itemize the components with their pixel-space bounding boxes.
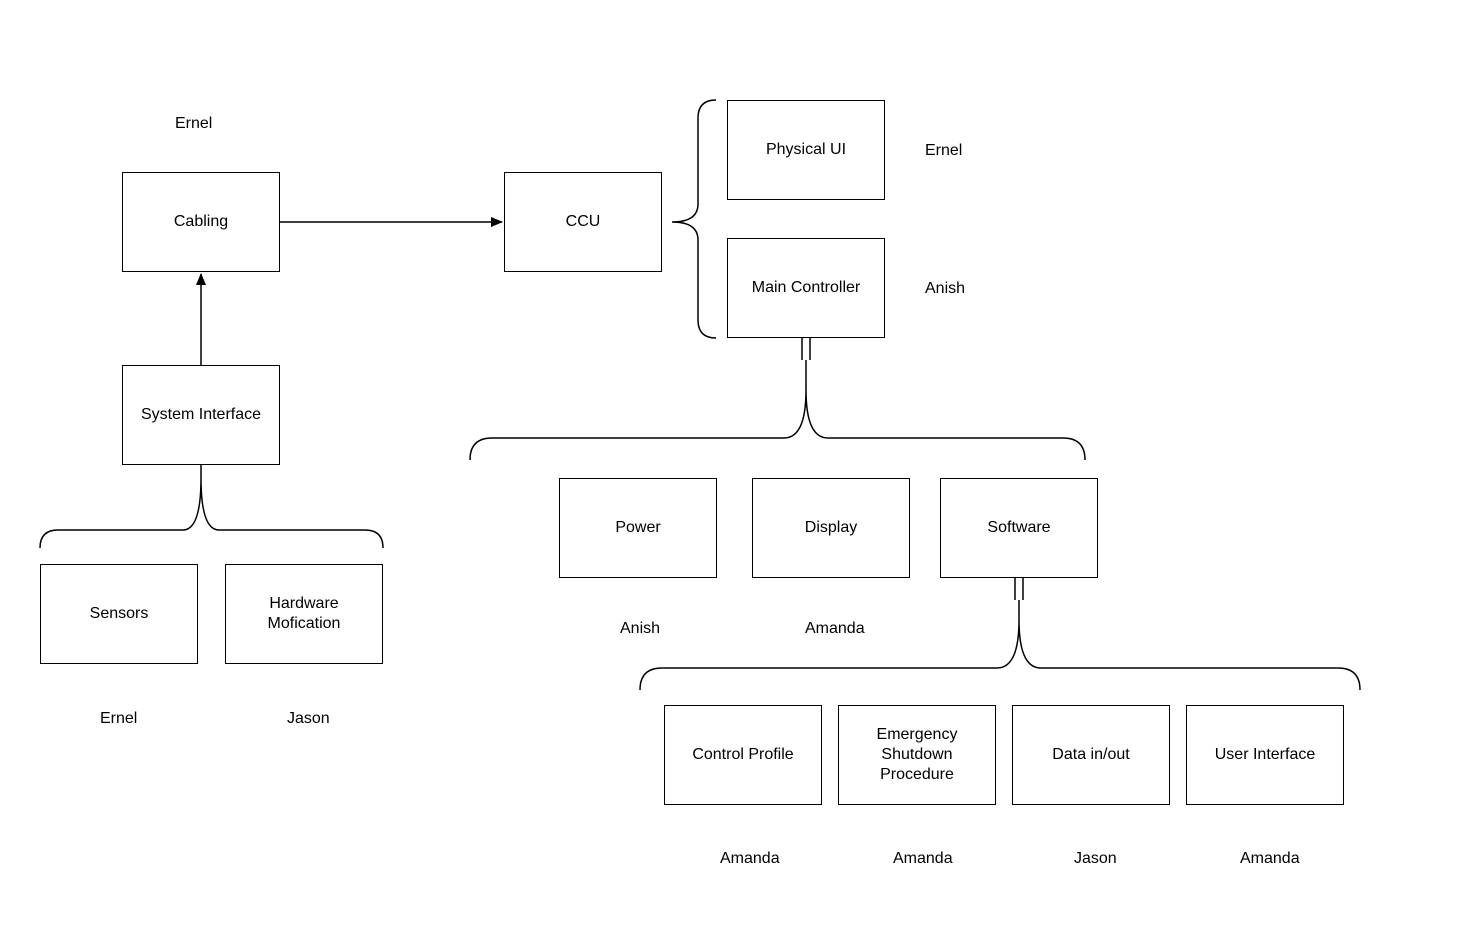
box-system-interface: System Interface [122,365,280,465]
box-emergency-shutdown-label: Emergency Shutdown Procedure [877,725,958,785]
owner-jason-hwmod: Jason [287,710,330,728]
owner-jason-data-io: Jason [1074,850,1117,868]
owner-ernel-sensors: Ernel [100,710,137,728]
connector-mainctrl-down [802,338,810,360]
brace-main-controller-children [470,390,1085,460]
brace-ccu-children [672,100,716,338]
box-sensors: Sensors [40,564,198,664]
box-software-label: Software [987,518,1050,538]
box-physical-ui-label: Physical UI [766,140,846,160]
owner-anish-main-controller: Anish [925,280,965,298]
box-sensors-label: Sensors [90,604,149,624]
box-ccu: CCU [504,172,662,272]
diagram-stage: Cabling System Interface Sensors Hardwar… [0,0,1480,943]
box-main-controller: Main Controller [727,238,885,338]
box-control-profile: Control Profile [664,705,822,805]
owner-ernel-cabling: Ernel [175,115,212,133]
box-data-io-label: Data in/out [1052,745,1129,765]
box-hardware-modification: Hardware Mofication [225,564,383,664]
connector-software-down [1015,578,1023,600]
box-main-controller-label: Main Controller [752,278,860,298]
box-cabling: Cabling [122,172,280,272]
box-power-label: Power [615,518,660,538]
box-data-io: Data in/out [1012,705,1170,805]
box-user-interface-label: User Interface [1215,745,1315,765]
box-system-interface-label: System Interface [141,405,261,425]
owner-ernel-physical-ui: Ernel [925,142,962,160]
box-physical-ui: Physical UI [727,100,885,200]
box-user-interface: User Interface [1186,705,1344,805]
owner-amanda-esd: Amanda [893,850,953,868]
box-cabling-label: Cabling [174,212,228,232]
box-display-label: Display [805,518,857,538]
brace-software-children [640,620,1360,690]
box-hardware-modification-label: Hardware Mofication [268,594,341,634]
brace-system-interface-children [40,478,383,548]
box-emergency-shutdown: Emergency Shutdown Procedure [838,705,996,805]
owner-amanda-display: Amanda [805,620,865,638]
box-software: Software [940,478,1098,578]
box-control-profile-label: Control Profile [692,745,793,765]
owner-anish-power: Anish [620,620,660,638]
box-ccu-label: CCU [566,212,601,232]
owner-amanda-user-interface: Amanda [1240,850,1300,868]
owner-amanda-control-profile: Amanda [720,850,780,868]
box-display: Display [752,478,910,578]
box-power: Power [559,478,717,578]
